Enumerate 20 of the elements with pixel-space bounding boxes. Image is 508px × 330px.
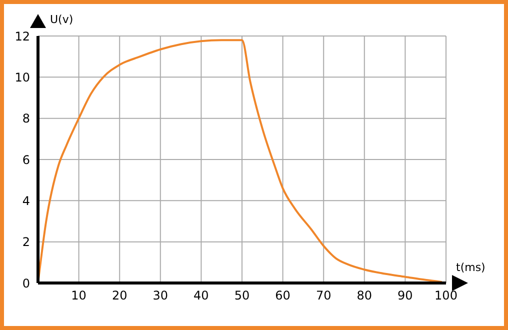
x-axis-title: t(ms) [456,261,486,274]
x-tick-label: 50 [234,288,250,303]
line-series [38,39,443,283]
x-tick-label: 80 [356,288,372,303]
x-tick-label: 10 [71,288,86,303]
y-tick-label: 6 [22,152,30,167]
y-tick-label: 12 [14,29,30,44]
y-tick-label: 8 [22,112,30,126]
x-tick-label: 40 [194,288,209,303]
x-tick-label: 100 [434,288,458,303]
y-tick-label: 4 [22,194,30,208]
y-tick-label: 0 [22,276,30,290]
x-tick-label: 70 [316,288,332,303]
x-tick-label: 20 [112,288,128,303]
y-tick-label: 2 [22,235,30,250]
y-axis-title: U(v) [50,13,74,26]
x-tick-label: 90 [398,288,413,303]
y-tick-label: 10 [14,70,30,84]
x-tick-label: 60 [275,288,290,303]
x-tick-label: 30 [152,288,168,303]
